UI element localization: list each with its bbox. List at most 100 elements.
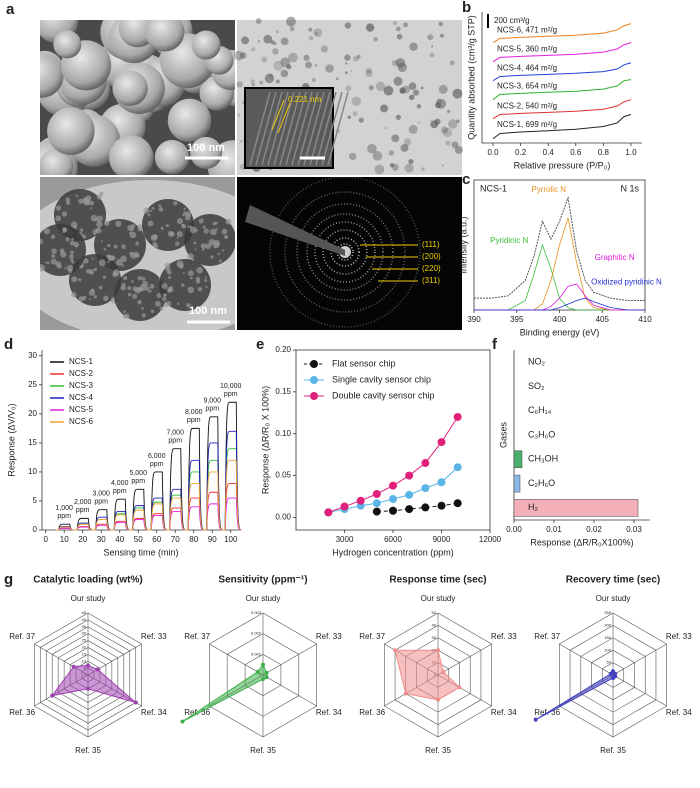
radar-point (608, 671, 613, 676)
y-axis-label: Intensity (a.u.) (458, 216, 468, 273)
category-label: C₃H₆O (528, 429, 555, 439)
radar-point (436, 648, 440, 653)
pore (218, 259, 222, 263)
radar-axis-label: Ref. 34 (491, 708, 517, 717)
concentration-unit: ppm (150, 461, 164, 468)
pore (182, 214, 185, 217)
radar-axis-label: Ref. 37 (359, 632, 385, 641)
radar-axis-label: Our study (246, 594, 281, 603)
pore (175, 241, 180, 246)
pore (159, 306, 164, 311)
pore (176, 236, 179, 239)
data-point (421, 459, 430, 468)
speck (270, 40, 275, 45)
radar-point (261, 662, 265, 667)
pore (225, 218, 232, 225)
pore (215, 228, 218, 231)
speck (344, 22, 352, 29)
x-tick-label: 0.01 (546, 525, 562, 534)
core-level-label: N 1s (620, 183, 639, 193)
speck (288, 52, 298, 63)
speck (442, 127, 453, 138)
pore (40, 238, 43, 245)
speck (236, 81, 243, 88)
radial-tick-label: 50 (607, 660, 612, 665)
x-tick-label: 0.03 (626, 525, 642, 534)
speck (257, 40, 260, 43)
series-line (492, 23, 632, 44)
speck (365, 69, 373, 77)
radial-tick-label: 0.001 (251, 651, 262, 656)
pore (167, 289, 172, 293)
speck (365, 23, 375, 32)
radar-axis-label: Ref. 35 (250, 746, 276, 755)
legend-label: NCS-1 (69, 357, 94, 366)
pore (96, 215, 104, 222)
pore (98, 259, 106, 267)
series-label: NCS-6, 471 m²/g (497, 25, 557, 34)
radial-tick-label: 150 (604, 635, 611, 640)
pore (151, 206, 155, 210)
sphere (112, 70, 148, 106)
radar-point (403, 691, 408, 696)
speck (241, 36, 250, 45)
data-point (372, 499, 381, 508)
radar-point (436, 697, 440, 702)
pore (187, 253, 195, 261)
pore (66, 200, 71, 206)
lattice (327, 91, 349, 166)
particle (114, 269, 166, 321)
y-tick-label: 0.00 (275, 513, 291, 522)
legend-label: Single cavity sensor chip (332, 374, 431, 384)
radar-axis-label: Our study (421, 594, 456, 603)
peak-annotation: Pyrrolic N (531, 185, 566, 194)
panel-label: d (4, 336, 13, 353)
legend-label: NCS-2 (69, 369, 94, 378)
pore (187, 286, 195, 294)
pore (141, 307, 144, 310)
pore (189, 226, 197, 234)
speck (429, 119, 432, 122)
panel-label: a (6, 1, 15, 18)
series-line (376, 502, 458, 513)
speck (367, 143, 377, 154)
pore (88, 289, 96, 296)
bar (513, 499, 639, 517)
pore (161, 283, 168, 290)
radial-tick-label: 30 (432, 635, 437, 640)
series-line (492, 113, 632, 140)
speck (372, 151, 383, 161)
speck (303, 54, 310, 61)
radar-point (393, 648, 398, 653)
pore (99, 191, 104, 196)
sphere (167, 98, 212, 143)
pore (77, 278, 82, 282)
legend-label: NCS-3 (69, 381, 94, 390)
pore (46, 261, 50, 265)
concentration-unit: ppm (131, 478, 145, 485)
concentration-label: 5,000 (129, 470, 147, 477)
concentration-unit: ppm (187, 417, 201, 424)
pore (147, 220, 154, 227)
radial-tick-label: 200 (604, 622, 611, 627)
pore (103, 248, 107, 251)
pore (103, 295, 109, 302)
lattice-marker (277, 102, 291, 134)
lattice-marker (271, 99, 285, 131)
speck (389, 163, 395, 168)
diffraction-ring (284, 191, 406, 313)
radar-point (50, 693, 55, 698)
speck (395, 26, 401, 32)
x-tick-label: 0.00 (506, 525, 522, 534)
speck (421, 167, 425, 171)
pore (95, 227, 102, 234)
pore (121, 264, 124, 267)
speck (240, 140, 243, 143)
pore (164, 262, 171, 269)
pore (141, 313, 146, 318)
radar-axis-label: Our study (71, 594, 106, 603)
x-axis-label: Binding energy (eV) (520, 327, 600, 337)
speck (368, 85, 374, 91)
speck (325, 64, 334, 73)
